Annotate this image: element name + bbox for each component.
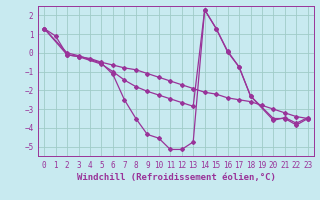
X-axis label: Windchill (Refroidissement éolien,°C): Windchill (Refroidissement éolien,°C) bbox=[76, 173, 276, 182]
